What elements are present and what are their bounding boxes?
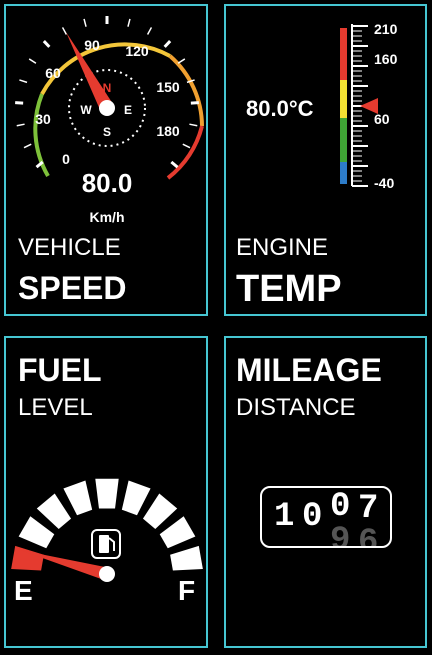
fuel-segments — [11, 478, 203, 571]
speed-tick — [177, 58, 186, 64]
temp-scale-red — [340, 28, 347, 80]
speed-tick — [23, 143, 32, 149]
fuel-segment — [95, 478, 119, 509]
odometer-rolling-digit-4: 6 — [358, 524, 379, 548]
fuel-needle-hub — [99, 566, 115, 582]
fuel-segment — [142, 493, 178, 529]
odometer-digit-1: 1 — [274, 498, 295, 536]
temp-tick-minus40: -40 — [374, 175, 394, 191]
speed-tick — [127, 18, 131, 27]
fuel-segment — [18, 516, 55, 549]
mileage-label-bottom: DISTANCE — [236, 394, 356, 421]
temp-tick-60: 60 — [374, 111, 390, 127]
speed-tick — [163, 40, 172, 48]
temp-tick-210: 210 — [374, 21, 398, 37]
speed-tick — [186, 79, 195, 84]
fuel-gauge: E F — [11, 478, 203, 606]
engine-temp-panel: 210 160 60 -40 80.0°C ENGINE TEMP — [224, 4, 427, 316]
temp-tick-160: 160 — [374, 51, 398, 67]
odometer-rolling-digit-3: 9 — [330, 522, 351, 548]
vehicle-speed-panel: 0 30 60 90 120 150 180 N S E W 80.0 Km/h… — [4, 4, 208, 316]
odometer-digit-2: 0 — [302, 498, 323, 536]
fuel-level-panel: FUEL LEVEL E F — [4, 336, 208, 648]
speed-tick-label-120: 120 — [125, 43, 149, 59]
compass-east: E — [124, 103, 132, 117]
fuel-segment — [63, 480, 93, 516]
compass-north: N — [103, 81, 112, 95]
temperature-gauge: 210 160 60 -40 80.0°C — [246, 21, 398, 191]
speed-tick — [83, 18, 87, 27]
speed-tick-label-90: 90 — [84, 37, 100, 53]
speed-tick-label-60: 60 — [45, 65, 61, 81]
temp-label-bottom: TEMP — [236, 268, 342, 310]
mileage-panel: MILEAGE DISTANCE 1 0 0 9 7 6 — [224, 336, 427, 648]
fuel-segment — [36, 493, 72, 529]
fuel-needle — [20, 550, 110, 580]
speed-tick — [42, 40, 51, 48]
speed-needle-hub — [99, 100, 115, 116]
speed-tick — [146, 27, 153, 35]
temp-pointer — [360, 98, 378, 114]
speed-tick — [170, 160, 179, 169]
fuel-segment — [121, 480, 151, 516]
speed-value: 80.0 — [82, 168, 133, 198]
speed-unit: Km/h — [90, 209, 125, 225]
speed-needle — [66, 32, 113, 112]
speed-tick — [19, 79, 28, 84]
speed-tick-label-0: 0 — [62, 151, 70, 167]
speed-tick — [182, 143, 191, 149]
temp-scale-green — [340, 118, 347, 162]
speed-label-bottom: SPEED — [18, 270, 127, 306]
speed-arc-low — [33, 93, 50, 178]
compass-west: W — [80, 103, 92, 117]
fuel-label-bottom: LEVEL — [18, 394, 93, 421]
temp-label-top: ENGINE — [236, 234, 329, 261]
fuel-full-label: F — [178, 575, 195, 606]
speed-tick — [61, 27, 68, 35]
speed-tick-label-150: 150 — [156, 79, 180, 95]
mileage-label-top: MILEAGE — [236, 352, 382, 388]
speed-label-top: VEHICLE — [18, 234, 121, 261]
speed-tick — [28, 58, 37, 64]
speed-arc-midhigh — [168, 54, 204, 127]
speed-arc-mid — [40, 42, 171, 95]
speed-tick — [189, 123, 198, 127]
compass-south: S — [103, 125, 111, 139]
fuel-pump-icon-hose — [108, 537, 115, 551]
speed-ticks — [15, 16, 199, 169]
compass-ring — [68, 69, 146, 147]
speed-tick-label-180: 180 — [156, 123, 180, 139]
fuel-empty-label: E — [14, 575, 33, 606]
fuel-pump-icon-body — [99, 535, 109, 553]
fuel-segment — [170, 545, 203, 571]
speedometer-gauge: 0 30 60 90 120 150 180 N S E W 80.0 Km/h — [15, 16, 204, 225]
temp-value: 80.0°C — [246, 96, 314, 121]
odometer: 1 0 0 9 7 6 — [260, 486, 392, 548]
odometer-digit-3: 0 — [330, 488, 351, 526]
fuel-segment — [11, 545, 44, 571]
odometer-digit-4: 7 — [358, 490, 379, 528]
speed-arc-high — [166, 125, 204, 180]
temp-scale-yellow — [340, 80, 347, 118]
fuel-label-top: FUEL — [18, 352, 102, 388]
temp-scale-blue — [340, 162, 347, 184]
speed-tick-label-30: 30 — [35, 111, 51, 127]
temp-ticks — [352, 25, 368, 187]
fuel-segment — [159, 516, 196, 549]
speed-tick — [35, 160, 44, 169]
speed-tick — [16, 123, 25, 127]
